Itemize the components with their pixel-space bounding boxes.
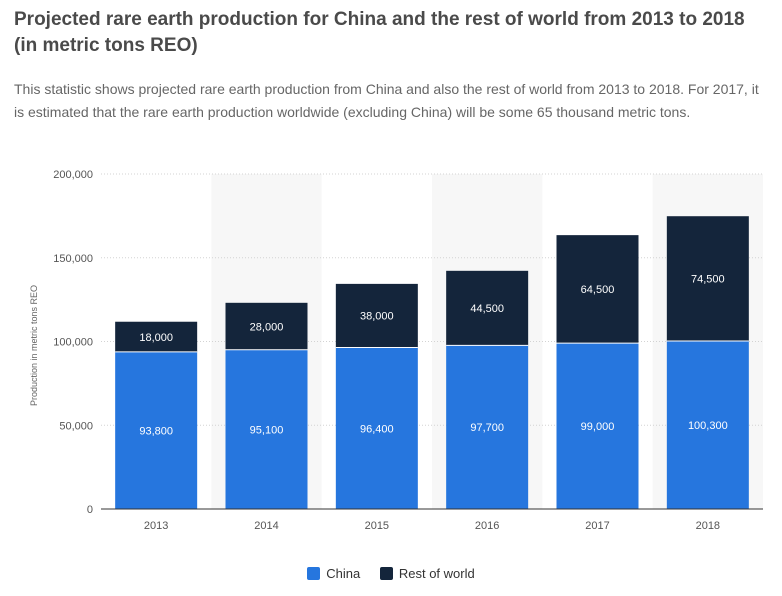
- bar-china: [556, 343, 639, 509]
- bar-china: [335, 347, 418, 509]
- y-tick-label: 200,000: [53, 169, 93, 181]
- data-label-rest-of-world: 18,000: [139, 332, 173, 344]
- data-label-china: 100,300: [688, 420, 728, 432]
- bar-rest-of-world: [335, 283, 418, 348]
- data-label-china: 96,400: [360, 423, 394, 435]
- x-tick-label: 2014: [254, 520, 278, 532]
- bar-rest-of-world: [446, 270, 529, 346]
- x-tick-label: 2015: [365, 520, 389, 532]
- chart-description: This statistic shows projected rare eart…: [14, 81, 759, 120]
- y-tick-label: 50,000: [59, 420, 93, 432]
- data-label-rest-of-world: 44,500: [470, 303, 504, 315]
- data-label-rest-of-world: 74,500: [691, 274, 725, 286]
- legend-item-rest-of-world[interactable]: Rest of world: [379, 566, 475, 581]
- bar-china: [225, 349, 308, 509]
- y-axis-label: Production in metric tons REO: [29, 285, 39, 406]
- bar-rest-of-world: [556, 235, 639, 344]
- bar-rest-of-world: [225, 302, 308, 350]
- x-tick-label: 2018: [696, 520, 720, 532]
- bar-china: [115, 351, 198, 509]
- bar-rest-of-world: [115, 321, 198, 352]
- y-tick-label: 100,000: [53, 337, 93, 349]
- x-tick-label: 2016: [475, 520, 499, 532]
- stacked-bar-chart: 0 50,000 100,000 150,000 200,000 Production i…: [29, 169, 763, 532]
- data-label-china: 97,700: [470, 422, 504, 434]
- chart-legend: China Rest of world: [0, 566, 782, 583]
- data-label-china: 99,000: [581, 421, 615, 433]
- legend-label-rest-of-world: Rest of world: [398, 566, 475, 581]
- y-tick-label: 150,000: [53, 253, 93, 265]
- data-label-rest-of-world: 28,000: [250, 321, 284, 333]
- data-label-china: 93,800: [139, 425, 173, 437]
- bar-rest-of-world: [666, 216, 749, 341]
- data-label-china: 95,100: [250, 424, 284, 436]
- data-label-rest-of-world: 64,500: [581, 284, 615, 296]
- legend-label-china: China: [326, 566, 361, 581]
- legend-item-china[interactable]: China: [307, 566, 360, 581]
- chart-title: Projected rare earth production for Chin…: [14, 9, 745, 56]
- bar-china: [446, 345, 529, 509]
- data-label-rest-of-world: 38,000: [360, 311, 394, 323]
- y-tick-label: 0: [87, 504, 93, 516]
- x-tick-label: 2017: [585, 520, 609, 532]
- legend-swatch-rest-of-world: [379, 567, 393, 580]
- x-tick-label: 2013: [144, 520, 168, 532]
- bar-china: [666, 340, 749, 509]
- legend-swatch-china: [307, 567, 321, 580]
